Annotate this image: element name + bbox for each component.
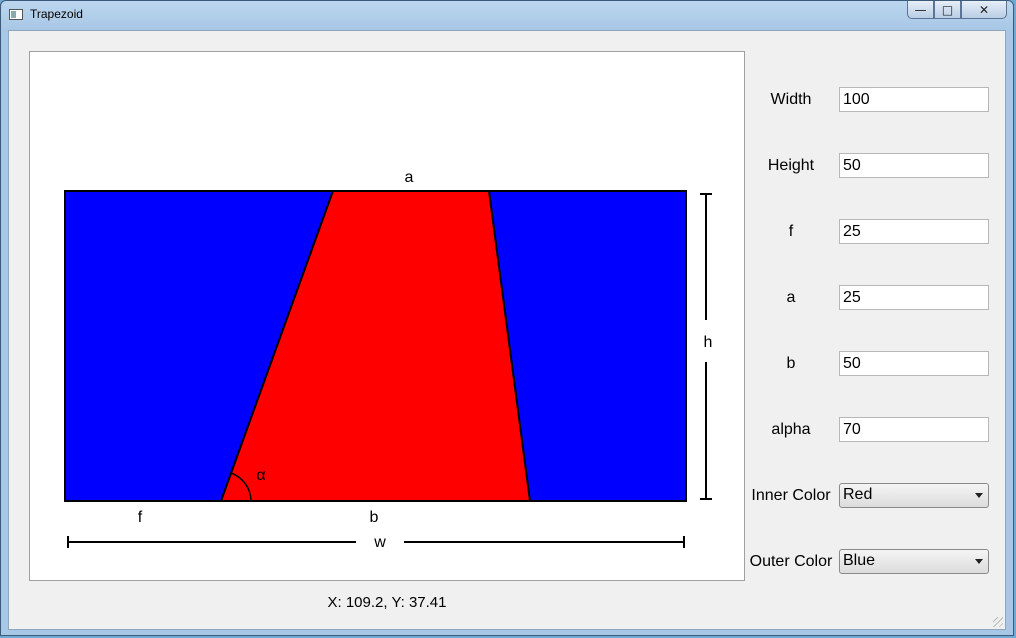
b-input[interactable] [839, 351, 989, 376]
height-input[interactable] [839, 153, 989, 178]
label-b: b [370, 509, 379, 526]
outer-color-row: Outer Color Blue [749, 549, 999, 575]
drawing-canvas[interactable]: a α f b h w [29, 51, 745, 581]
a-label: a [786, 289, 796, 306]
resize-grip[interactable] [993, 617, 1003, 627]
inner-color-value: Red [843, 486, 873, 503]
f-row: f [749, 219, 999, 245]
chevron-down-icon [975, 559, 983, 564]
outer-color-select[interactable]: Blue [839, 549, 989, 574]
width-input[interactable] [839, 87, 989, 112]
minimize-icon: — [914, 2, 927, 17]
height-label: Height [767, 157, 815, 174]
inner-color-select[interactable]: Red [839, 483, 989, 508]
title-bar[interactable]: Trapezoid — □ ✕ [1, 1, 1013, 29]
inner-color-row: Inner Color Red [749, 483, 999, 509]
cursor-coordinates: X: 109.2, Y: 37.41 [327, 594, 447, 611]
alpha-label: alpha [771, 421, 811, 438]
window-title: Trapezoid [30, 7, 83, 21]
client-area: a α f b h w X: 10 [8, 30, 1006, 630]
width-row: Width [749, 87, 999, 113]
height-dimension [700, 193, 712, 500]
window-controls: — □ ✕ [907, 1, 1007, 19]
width-dimension [67, 536, 685, 548]
close-button[interactable]: ✕ [961, 1, 1007, 19]
inner-color-label: Inner Color [751, 487, 831, 504]
maximize-icon: □ [941, 2, 954, 17]
alpha-arc [230, 472, 252, 502]
alpha-row: alpha [749, 417, 999, 443]
width-label: Width [770, 91, 812, 108]
inner-trapezoid [219, 190, 532, 502]
height-row: Height [749, 153, 999, 179]
alpha-input[interactable] [839, 417, 989, 442]
label-alpha: α [256, 467, 265, 484]
maximize-button[interactable]: □ [934, 1, 961, 19]
outer-color-label: Outer Color [749, 553, 833, 570]
label-a: a [405, 169, 414, 186]
f-input[interactable] [839, 219, 989, 244]
app-icon [9, 9, 23, 20]
trapezoid-drawing: a α f b h w [64, 169, 713, 551]
minimize-button[interactable]: — [907, 1, 934, 19]
f-label: f [788, 223, 794, 240]
outer-color-value: Blue [843, 552, 876, 569]
label-f: f [138, 509, 143, 526]
a-row: a [749, 285, 999, 311]
b-label: b [786, 355, 796, 372]
a-input[interactable] [839, 285, 989, 310]
chevron-down-icon [975, 493, 983, 498]
close-icon: ✕ [978, 2, 990, 17]
label-h: h [704, 334, 713, 351]
label-w: w [373, 534, 386, 551]
b-row: b [749, 351, 999, 377]
